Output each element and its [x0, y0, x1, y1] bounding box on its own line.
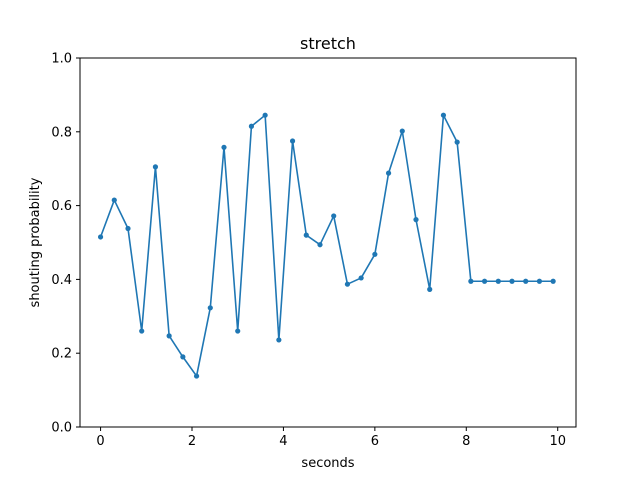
x-tick-label: 6 — [371, 434, 379, 449]
y-tick-label: 0.8 — [51, 125, 72, 140]
data-point — [523, 278, 529, 284]
y-axis-label: shouting probability — [28, 177, 43, 307]
data-point — [454, 139, 460, 145]
y-tick-label: 1.0 — [51, 52, 72, 67]
series-line — [99, 114, 554, 377]
data-point — [495, 278, 501, 284]
data-point — [331, 213, 337, 219]
x-axis-label: seconds — [301, 456, 354, 471]
data-point — [358, 275, 364, 281]
data-point — [536, 278, 543, 284]
data-point — [139, 328, 145, 334]
data-point — [221, 144, 227, 150]
data-point — [180, 354, 186, 360]
x-axis: 0 2 4 6 8 10 — [96, 427, 566, 449]
data-point — [276, 337, 282, 343]
data-point — [468, 278, 474, 284]
data-point — [317, 242, 323, 248]
data-point — [372, 251, 378, 257]
y-tick-label: 0.2 — [51, 347, 72, 362]
data-point — [248, 123, 255, 129]
data-point — [440, 112, 447, 118]
data-point — [344, 281, 351, 287]
data-point — [111, 197, 117, 203]
y-tick-label: 0.0 — [51, 421, 72, 436]
data-point — [207, 305, 213, 311]
data-point — [193, 373, 200, 379]
data-point — [289, 138, 296, 144]
data-point — [303, 232, 309, 238]
x-tick-label: 4 — [279, 434, 287, 449]
data-point — [509, 278, 515, 284]
x-tick-label: 2 — [188, 434, 196, 449]
data-point — [385, 170, 392, 176]
data-point — [427, 286, 433, 292]
data-point — [97, 234, 104, 240]
series-layer — [97, 112, 556, 379]
chart-title: stretch — [300, 34, 356, 53]
data-point — [166, 333, 172, 339]
x-tick-label: 8 — [462, 434, 470, 449]
x-tick-label: 10 — [549, 434, 566, 449]
data-point — [481, 278, 488, 284]
data-point — [550, 278, 556, 284]
y-axis: 0.0 0.2 0.4 0.6 0.8 1.0 — [51, 52, 80, 436]
data-point — [235, 328, 241, 334]
plot-frame — [79, 57, 577, 428]
x-tick-label: 0 — [96, 434, 104, 449]
data-point — [413, 217, 419, 223]
y-tick-label: 0.6 — [51, 199, 72, 214]
data-point — [399, 128, 405, 134]
y-tick-label: 0.4 — [51, 273, 72, 288]
data-point — [262, 112, 268, 118]
data-point — [125, 225, 131, 232]
data-point — [152, 164, 159, 170]
